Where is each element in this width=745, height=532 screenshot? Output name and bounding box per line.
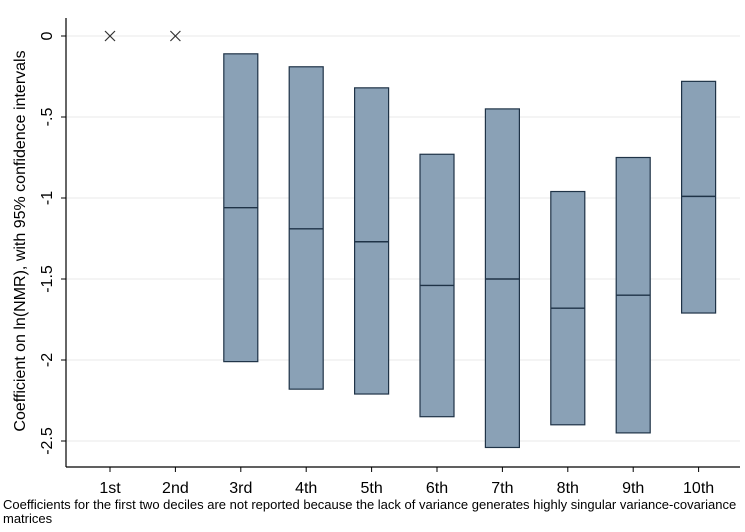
x-tick-label: 9th	[622, 480, 644, 497]
y-ticks: 0 -.5 -1 -1.5 -2 -2.5	[39, 31, 66, 455]
point-marker	[169, 30, 181, 42]
y-axis-title: Coefficient on ln(NMR), with 95% confide…	[12, 50, 29, 431]
chart-footnote: Coefficients for the first two deciles a…	[3, 497, 737, 526]
ci-box	[288, 66, 324, 390]
x-tick-label: 6th	[426, 480, 448, 497]
y-tick-label: 0	[39, 31, 56, 40]
gridlines	[66, 35, 740, 442]
y-tick-label: -1.5	[39, 265, 56, 293]
marker-stroke	[104, 30, 116, 42]
x-tick-label: 7th	[491, 480, 513, 497]
x-tick-label: 8th	[557, 480, 579, 497]
ci-box	[354, 87, 390, 395]
x-tick-label: 1st	[99, 480, 121, 497]
point-marker	[104, 30, 116, 42]
x-tick-label: 5th	[360, 480, 382, 497]
x-tick-label: 10th	[683, 480, 714, 497]
chart-area: 0 -.5 -1 -1.5 -2 -2.5 1st 2nd 3rd 4th 5th 6th 7th 8t…	[12, 18, 740, 497]
x-tick-label: 2nd	[162, 480, 189, 497]
x-tick-label: 3rd	[229, 480, 252, 497]
ci-box	[484, 108, 520, 449]
ci-boxes	[104, 30, 717, 449]
marker-stroke	[169, 30, 181, 42]
x-ticks: 1st 2nd 3rd 4th 5th 6th 7th 8th 9th 10th	[99, 467, 714, 497]
y-tick-label: -1	[39, 191, 56, 205]
y-tick-label: -.5	[39, 108, 56, 127]
x-tick-label: 4th	[295, 480, 317, 497]
ci-box	[680, 80, 717, 314]
y-tick-label: -2	[39, 353, 56, 367]
y-tick-label: -2.5	[39, 427, 56, 455]
